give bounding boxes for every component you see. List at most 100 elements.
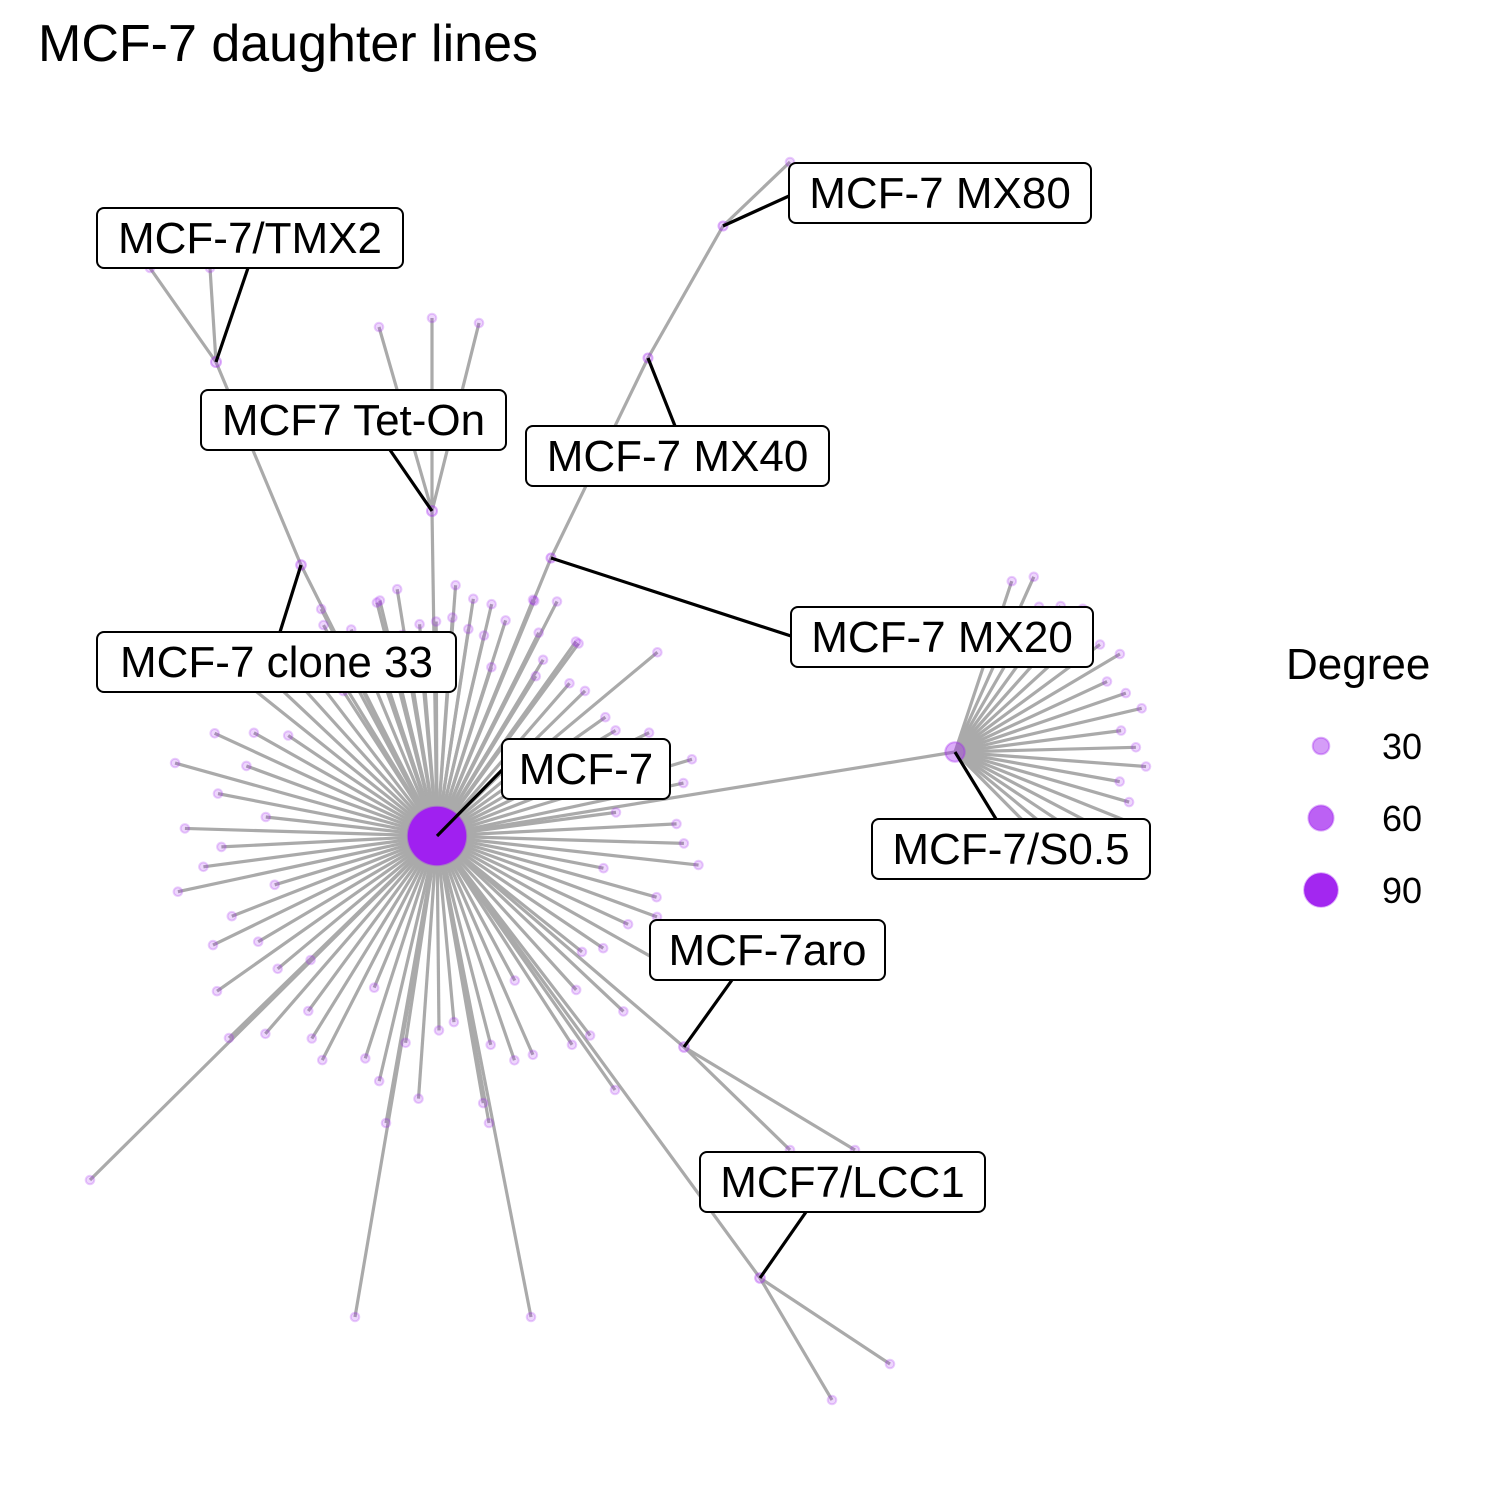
edge bbox=[436, 822, 677, 838]
edge bbox=[435, 834, 578, 991]
edge bbox=[435, 834, 686, 1049]
edge bbox=[435, 835, 485, 1104]
edge bbox=[217, 792, 438, 838]
edge bbox=[758, 1277, 834, 1401]
leaf-node bbox=[527, 1049, 539, 1061]
edge bbox=[257, 834, 438, 944]
leaf-node bbox=[468, 593, 479, 605]
edge bbox=[264, 834, 439, 1035]
edge bbox=[435, 835, 592, 1037]
edge bbox=[646, 225, 725, 359]
edge bbox=[954, 750, 1121, 784]
leaf-node bbox=[172, 886, 184, 898]
leaf-node bbox=[282, 730, 294, 741]
edge bbox=[403, 835, 439, 1044]
leaf-node bbox=[198, 861, 209, 873]
legend-swatch bbox=[1303, 872, 1339, 908]
edge bbox=[436, 834, 699, 867]
leader-line-clone33 bbox=[278, 564, 303, 633]
leaf-node bbox=[576, 946, 588, 958]
leaf-node bbox=[426, 312, 438, 324]
leaf-node bbox=[241, 760, 252, 772]
leader-line-aro bbox=[682, 979, 734, 1048]
leaf-node bbox=[447, 612, 458, 623]
edge bbox=[436, 810, 617, 838]
leaf-node bbox=[678, 838, 690, 849]
leaf-node bbox=[1028, 571, 1040, 583]
leaf-node bbox=[537, 654, 549, 666]
leaf-node bbox=[486, 598, 497, 610]
edge bbox=[436, 834, 629, 926]
edge bbox=[184, 826, 438, 838]
edge bbox=[954, 750, 1130, 804]
leaf-node bbox=[413, 1093, 424, 1104]
leaf-node bbox=[598, 862, 609, 874]
leaf-node bbox=[584, 1030, 596, 1041]
leaf-node bbox=[1114, 776, 1125, 787]
leaf-node bbox=[483, 1117, 495, 1129]
leaf-node bbox=[430, 616, 442, 627]
legend-label: 90 bbox=[1382, 870, 1422, 911]
leader-line-mx40 bbox=[646, 357, 677, 427]
edge bbox=[435, 658, 545, 837]
leaf-node bbox=[564, 678, 575, 689]
edge bbox=[320, 835, 439, 1061]
edge bbox=[208, 267, 218, 363]
leader-line-tmx2 bbox=[214, 267, 250, 363]
node-label-mx80: MCF-7 MX80 bbox=[809, 169, 1071, 218]
leader-line-mx80 bbox=[722, 194, 790, 228]
edge bbox=[245, 764, 438, 838]
edge bbox=[435, 835, 516, 1061]
node-label-tmx2: MCF-7/TMX2 bbox=[118, 214, 382, 263]
leader-line-s05 bbox=[953, 751, 998, 820]
legend-label: 30 bbox=[1382, 726, 1422, 767]
leaf-node bbox=[570, 984, 582, 996]
leaf-node bbox=[463, 623, 474, 635]
node-label-teton: MCF7 Tet-On bbox=[222, 396, 485, 445]
legend-title: Degree bbox=[1286, 640, 1430, 689]
edge bbox=[435, 585, 458, 837]
edge bbox=[954, 750, 1147, 769]
edge bbox=[276, 834, 439, 971]
leaf-node bbox=[1006, 575, 1018, 587]
leaf-node bbox=[272, 963, 284, 975]
leaf-node bbox=[597, 942, 609, 954]
edge bbox=[436, 834, 658, 919]
leaf-node bbox=[1136, 703, 1147, 714]
leaf-node bbox=[566, 1039, 578, 1051]
edge bbox=[436, 750, 956, 838]
edge bbox=[954, 745, 1136, 754]
leaf-node bbox=[315, 603, 327, 615]
leaf-node bbox=[317, 1054, 328, 1066]
leaf-node bbox=[573, 638, 584, 649]
edge bbox=[436, 834, 583, 954]
leaf-node bbox=[349, 1311, 361, 1323]
node-label-mx40: MCF-7 MX40 bbox=[547, 432, 809, 481]
edge bbox=[436, 834, 658, 899]
edge bbox=[954, 680, 1108, 754]
leaf-node bbox=[373, 321, 385, 333]
node-label-lcc1: MCF7/LCC1 bbox=[720, 1158, 965, 1207]
legend: Degree 30 60 90 bbox=[1286, 640, 1430, 911]
leaf-node bbox=[618, 1006, 629, 1017]
edge bbox=[177, 834, 438, 894]
leaf-node bbox=[610, 725, 621, 736]
edge bbox=[435, 835, 535, 1056]
edge bbox=[436, 834, 684, 846]
leaf-node bbox=[216, 841, 227, 853]
leaf-node bbox=[400, 1037, 411, 1049]
edge bbox=[954, 706, 1143, 754]
edge bbox=[435, 835, 574, 1046]
edge bbox=[436, 834, 680, 974]
edge bbox=[682, 1045, 792, 1152]
edge bbox=[721, 160, 792, 228]
node-label-clone33: MCF-7 clone 33 bbox=[120, 638, 433, 687]
leaf-node bbox=[525, 1311, 537, 1323]
edge bbox=[377, 835, 439, 1082]
label-box-tmx2 bbox=[96, 207, 404, 269]
leaf-node bbox=[303, 1005, 314, 1017]
leaf-node bbox=[1130, 742, 1142, 753]
legend-label: 60 bbox=[1382, 798, 1422, 839]
label-box-mcf7 bbox=[501, 738, 671, 800]
edge bbox=[435, 619, 508, 837]
